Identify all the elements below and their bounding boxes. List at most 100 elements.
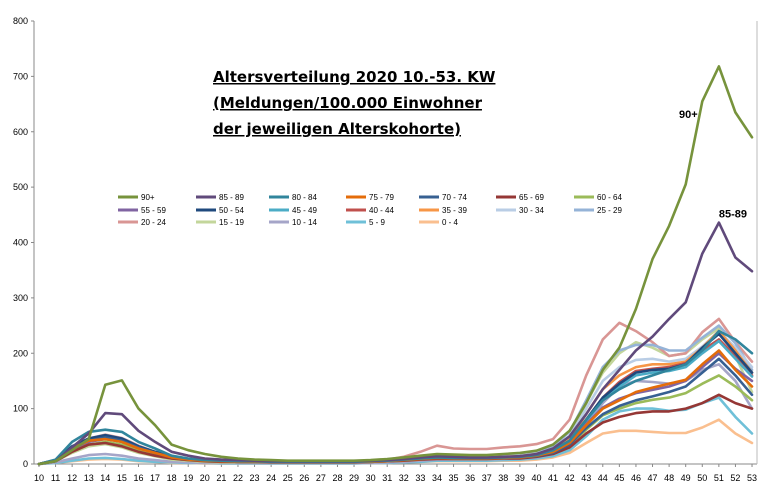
legend-label: 60 - 64 <box>597 193 622 202</box>
legend-item: 35 - 39 <box>419 206 467 215</box>
x-tick-label: 30 <box>366 473 376 483</box>
x-tick-label: 41 <box>548 473 558 483</box>
y-tick-label: 700 <box>13 71 28 81</box>
legend-item: 0 - 4 <box>419 218 459 227</box>
x-tick-label: 48 <box>664 473 674 483</box>
x-tick-label: 29 <box>349 473 359 483</box>
x-tick-label: 27 <box>316 473 326 483</box>
x-tick-label: 50 <box>697 473 707 483</box>
x-tick-label: 47 <box>648 473 658 483</box>
legend-item: 80 - 84 <box>269 193 317 202</box>
x-tick-label: 45 <box>614 473 624 483</box>
chart-title-line-3: der jeweiligen Alterskohorte) <box>213 120 461 138</box>
y-tick-label: 600 <box>13 127 28 137</box>
legend-label: 30 - 34 <box>519 206 544 215</box>
x-tick-label: 38 <box>498 473 508 483</box>
legend-label: 10 - 14 <box>292 218 317 227</box>
annotation-label: 90+ <box>679 109 698 121</box>
annotations: 90+ 85-89 <box>679 109 747 221</box>
series-lines <box>37 65 754 466</box>
y-tick-label: 100 <box>13 404 28 414</box>
legend-label: 55 - 59 <box>141 206 166 215</box>
x-tick-label: 34 <box>432 473 442 483</box>
x-tick-label: 24 <box>266 473 276 483</box>
legend-item: 60 - 64 <box>574 193 622 202</box>
x-tick-label: 28 <box>332 473 342 483</box>
x-tick-label: 16 <box>133 473 143 483</box>
x-tick-label: 33 <box>415 473 425 483</box>
x-tick-label: 15 <box>117 473 127 483</box>
legend-label: 90+ <box>141 193 155 202</box>
y-tick-label: 0 <box>23 459 28 469</box>
legend-item: 65 - 69 <box>496 193 544 202</box>
chart-title: Altersverteilung 2020 10.-53. KW (Meldun… <box>213 68 496 138</box>
legend-label: 70 - 74 <box>442 193 467 202</box>
x-tick-label: 52 <box>730 473 740 483</box>
y-tick-label: 300 <box>13 293 28 303</box>
legend-item: 90+ <box>118 193 155 202</box>
legend-item: 50 - 54 <box>196 206 244 215</box>
annotation-label: 85-89 <box>719 209 747 221</box>
x-tick-label: 23 <box>250 473 260 483</box>
x-tick-label: 31 <box>382 473 392 483</box>
legend-item: 40 - 44 <box>346 206 394 215</box>
legend-label: 75 - 79 <box>369 193 394 202</box>
x-tick-label: 18 <box>167 473 177 483</box>
x-tick-label: 43 <box>581 473 591 483</box>
x-tick-label: 49 <box>681 473 691 483</box>
series-line-85-89 <box>37 221 754 466</box>
legend-item: 15 - 19 <box>196 218 244 227</box>
legend-item: 5 - 9 <box>346 218 386 227</box>
x-tick-label: 20 <box>200 473 210 483</box>
x-tick-label: 26 <box>299 473 309 483</box>
legend-item: 20 - 24 <box>118 218 166 227</box>
legend-item: 85 - 89 <box>196 193 244 202</box>
legend-label: 80 - 84 <box>292 193 317 202</box>
x-tick-label: 37 <box>482 473 492 483</box>
x-tick-label: 12 <box>67 473 77 483</box>
legend-label: 5 - 9 <box>369 218 386 227</box>
legend-label: 50 - 54 <box>219 206 244 215</box>
x-tick-label: 36 <box>465 473 475 483</box>
legend-item: 25 - 29 <box>574 206 622 215</box>
x-tick-label: 44 <box>598 473 608 483</box>
x-tick-label: 53 <box>747 473 757 483</box>
legend-label: 45 - 49 <box>292 206 317 215</box>
axes: 0 100 200 300 400 500 600 700 800 10 11 12 13 14 15 16 1… <box>13 16 758 483</box>
x-tick-label: 40 <box>531 473 541 483</box>
x-tick-label: 11 <box>51 473 60 483</box>
x-tick-label: 13 <box>84 473 94 483</box>
x-tick-label: 17 <box>150 473 160 483</box>
x-tick-label: 42 <box>565 473 575 483</box>
chart-title-line-2: (Meldungen/100.000 Einwohner <box>213 94 483 112</box>
y-tick-label: 800 <box>13 16 28 26</box>
x-tick-label: 35 <box>449 473 459 483</box>
legend-item: 45 - 49 <box>269 206 317 215</box>
x-tick-label: 39 <box>515 473 525 483</box>
x-tick-label: 32 <box>399 473 409 483</box>
legend-label: 35 - 39 <box>442 206 467 215</box>
legend-label: 25 - 29 <box>597 206 622 215</box>
legend-item: 75 - 79 <box>346 193 394 202</box>
legend-label: 15 - 19 <box>219 218 244 227</box>
series-line-90plus <box>37 65 754 466</box>
y-tick-label: 500 <box>13 182 28 192</box>
legend-item: 30 - 34 <box>496 206 544 215</box>
legend-item: 55 - 59 <box>118 206 166 215</box>
legend-item: 70 - 74 <box>419 193 467 202</box>
chart-title-line-1: Altersverteilung 2020 10.-53. KW <box>213 68 496 86</box>
legend-label: 0 - 4 <box>442 218 459 227</box>
x-tick-label: 10 <box>34 473 44 483</box>
x-tick-label: 21 <box>216 473 226 483</box>
y-tick-label: 200 <box>13 348 28 358</box>
y-tick-label: 400 <box>13 238 28 248</box>
legend-item: 10 - 14 <box>269 218 317 227</box>
x-tick-label: 14 <box>100 473 110 483</box>
x-tick-label: 22 <box>233 473 243 483</box>
legend-label: 20 - 24 <box>141 218 166 227</box>
legend-label: 40 - 44 <box>369 206 394 215</box>
legend: 90+ 85 - 89 80 - 84 75 - 79 70 - 74 65 - 69 60… <box>118 193 622 227</box>
x-tick-label: 19 <box>183 473 193 483</box>
